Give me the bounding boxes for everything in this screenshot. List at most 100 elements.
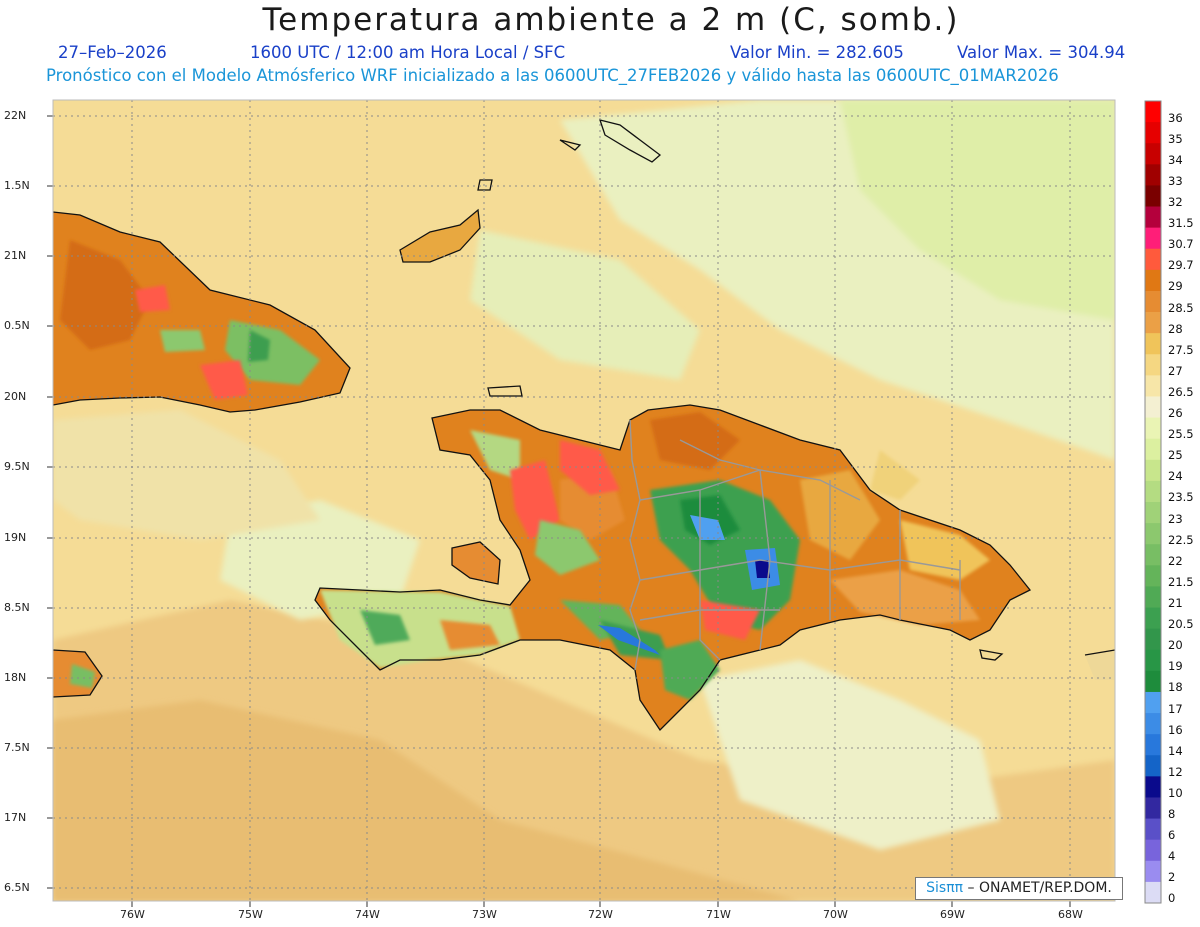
lat-label: 22N — [4, 109, 27, 122]
colorbar-swatch — [1145, 755, 1161, 777]
lat-label: 0.5N — [4, 319, 30, 332]
lon-label: 76W — [120, 908, 145, 921]
colorbar-label: 19 — [1168, 659, 1183, 674]
colorbar-swatch — [1145, 523, 1161, 545]
colorbar-label: 6 — [1168, 828, 1176, 843]
credit-box: Sisππ – ONAMET/REP.DOM. — [915, 877, 1123, 900]
colorbar-swatch — [1145, 396, 1161, 418]
colorbar-swatch — [1145, 354, 1161, 376]
lon-label: 68W — [1058, 908, 1083, 921]
time-label: 1600 UTC / 12:00 am Hora Local / SFC — [250, 43, 566, 62]
lat-label: 6.5N — [4, 881, 30, 894]
colorbar-swatch — [1145, 818, 1161, 841]
colorbar-label: 26.5 — [1168, 384, 1194, 399]
colorbar-label: 22.5 — [1168, 532, 1194, 547]
colorbar-label: 8 — [1168, 807, 1176, 821]
colorbar-swatch — [1145, 544, 1161, 566]
colorbar-swatch — [1145, 312, 1161, 334]
colorbar-label: 18 — [1168, 680, 1183, 695]
colorbar-label: 36 — [1168, 110, 1183, 125]
graticule — [53, 100, 1115, 901]
colorbar-swatch — [1145, 586, 1161, 608]
lat-label: 17N — [4, 811, 27, 824]
colorbar-label: 31.5 — [1168, 216, 1194, 231]
colorbar-label: 28 — [1168, 321, 1183, 336]
colorbar-swatch — [1145, 101, 1161, 123]
colorbar-label: 2 — [1168, 870, 1176, 885]
colorbar-label: 29 — [1168, 279, 1183, 294]
lon-label: 70W — [823, 908, 848, 921]
lat-label: 20N — [4, 390, 27, 403]
colorbar-swatch — [1145, 649, 1161, 672]
colorbar-label: 0 — [1168, 891, 1176, 906]
date-label: 27–Feb–2026 — [58, 43, 167, 62]
colorbar-label: 16 — [1168, 722, 1183, 737]
hispaniola-landmass — [315, 405, 1030, 730]
temperature-field — [53, 100, 1115, 901]
colorbar-swatch — [1145, 881, 1161, 904]
colorbar-label: 28.5 — [1168, 300, 1194, 315]
lon-label: 75W — [238, 908, 263, 921]
colorbar-swatch — [1145, 248, 1161, 271]
credit-brand: Sisππ — [926, 880, 964, 896]
colorbar-label: 23 — [1168, 511, 1183, 526]
colorbar-label: 27 — [1168, 363, 1183, 378]
lat-label: 9.5N — [4, 460, 30, 473]
colorbar-label: 4 — [1168, 849, 1176, 864]
colorbar-label: 10 — [1168, 785, 1183, 800]
colorbar-label: 30.7 — [1168, 237, 1194, 252]
colorbar-swatch — [1145, 375, 1161, 397]
lon-label: 73W — [472, 908, 497, 921]
lon-label: 74W — [355, 908, 380, 921]
lat-label: 8.5N — [4, 601, 30, 614]
map-title: Temperatura ambiente a 2 m (C, somb.) — [262, 2, 960, 38]
colorbar-swatch — [1145, 776, 1161, 798]
colorbar-frame — [1144, 100, 1162, 904]
colorbar-label: 25 — [1168, 448, 1183, 463]
min-value-label: Valor Min. = 282.605 — [730, 43, 904, 62]
colorbar-label: 17 — [1168, 701, 1183, 716]
colorbar-swatch — [1145, 333, 1161, 355]
colorbar-swatch — [1145, 839, 1161, 862]
colorbar-label: 21.5 — [1168, 574, 1194, 589]
lon-label: 69W — [940, 908, 965, 921]
colorbar-swatch — [1145, 607, 1161, 630]
colorbar-swatch — [1145, 143, 1161, 165]
colorbar-swatch — [1145, 691, 1161, 714]
colorbar-swatch — [1145, 438, 1161, 461]
lon-label: 71W — [706, 908, 731, 921]
lat-label: 7.5N — [4, 741, 30, 754]
colorbar-swatch — [1145, 206, 1161, 229]
colorbar-swatch — [1145, 417, 1161, 440]
lat-label: 19N — [4, 531, 27, 544]
colorbar-label: 26 — [1168, 406, 1183, 420]
lon-label: 72W — [588, 908, 613, 921]
colorbar — [1144, 100, 1162, 904]
colorbar-label: 33 — [1168, 173, 1183, 188]
colorbar-swatch — [1145, 628, 1161, 651]
colorbar-swatch — [1145, 269, 1161, 292]
colorbar-label: 34 — [1168, 152, 1183, 167]
lat-label: 1.5N — [4, 179, 30, 192]
colorbar-swatch — [1145, 290, 1161, 313]
colorbar-swatch — [1145, 164, 1161, 186]
colorbar-swatch — [1145, 713, 1161, 735]
max-value-label: Valor Max. = 304.94 — [957, 43, 1126, 62]
colorbar-label: 29.7 — [1168, 258, 1194, 273]
colorbar-swatch — [1145, 797, 1161, 819]
colorbar-label: 21 — [1168, 596, 1183, 610]
colorbar-label: 25.5 — [1168, 427, 1194, 442]
colorbar-label: 20 — [1168, 638, 1183, 653]
colorbar-swatch — [1145, 480, 1161, 503]
cuba-landmass — [53, 212, 350, 412]
colorbar-label: 35 — [1168, 131, 1183, 146]
lat-label: 21N — [4, 249, 27, 262]
colorbar-swatch — [1145, 734, 1161, 756]
colorbar-swatch — [1145, 860, 1161, 883]
colorbar-swatch — [1145, 670, 1161, 693]
colorbar-label: 32 — [1168, 195, 1183, 209]
colorbar-label: 22 — [1168, 553, 1183, 568]
colorbar-label: 27.5 — [1168, 342, 1194, 357]
colorbar-label: 14 — [1168, 743, 1183, 758]
